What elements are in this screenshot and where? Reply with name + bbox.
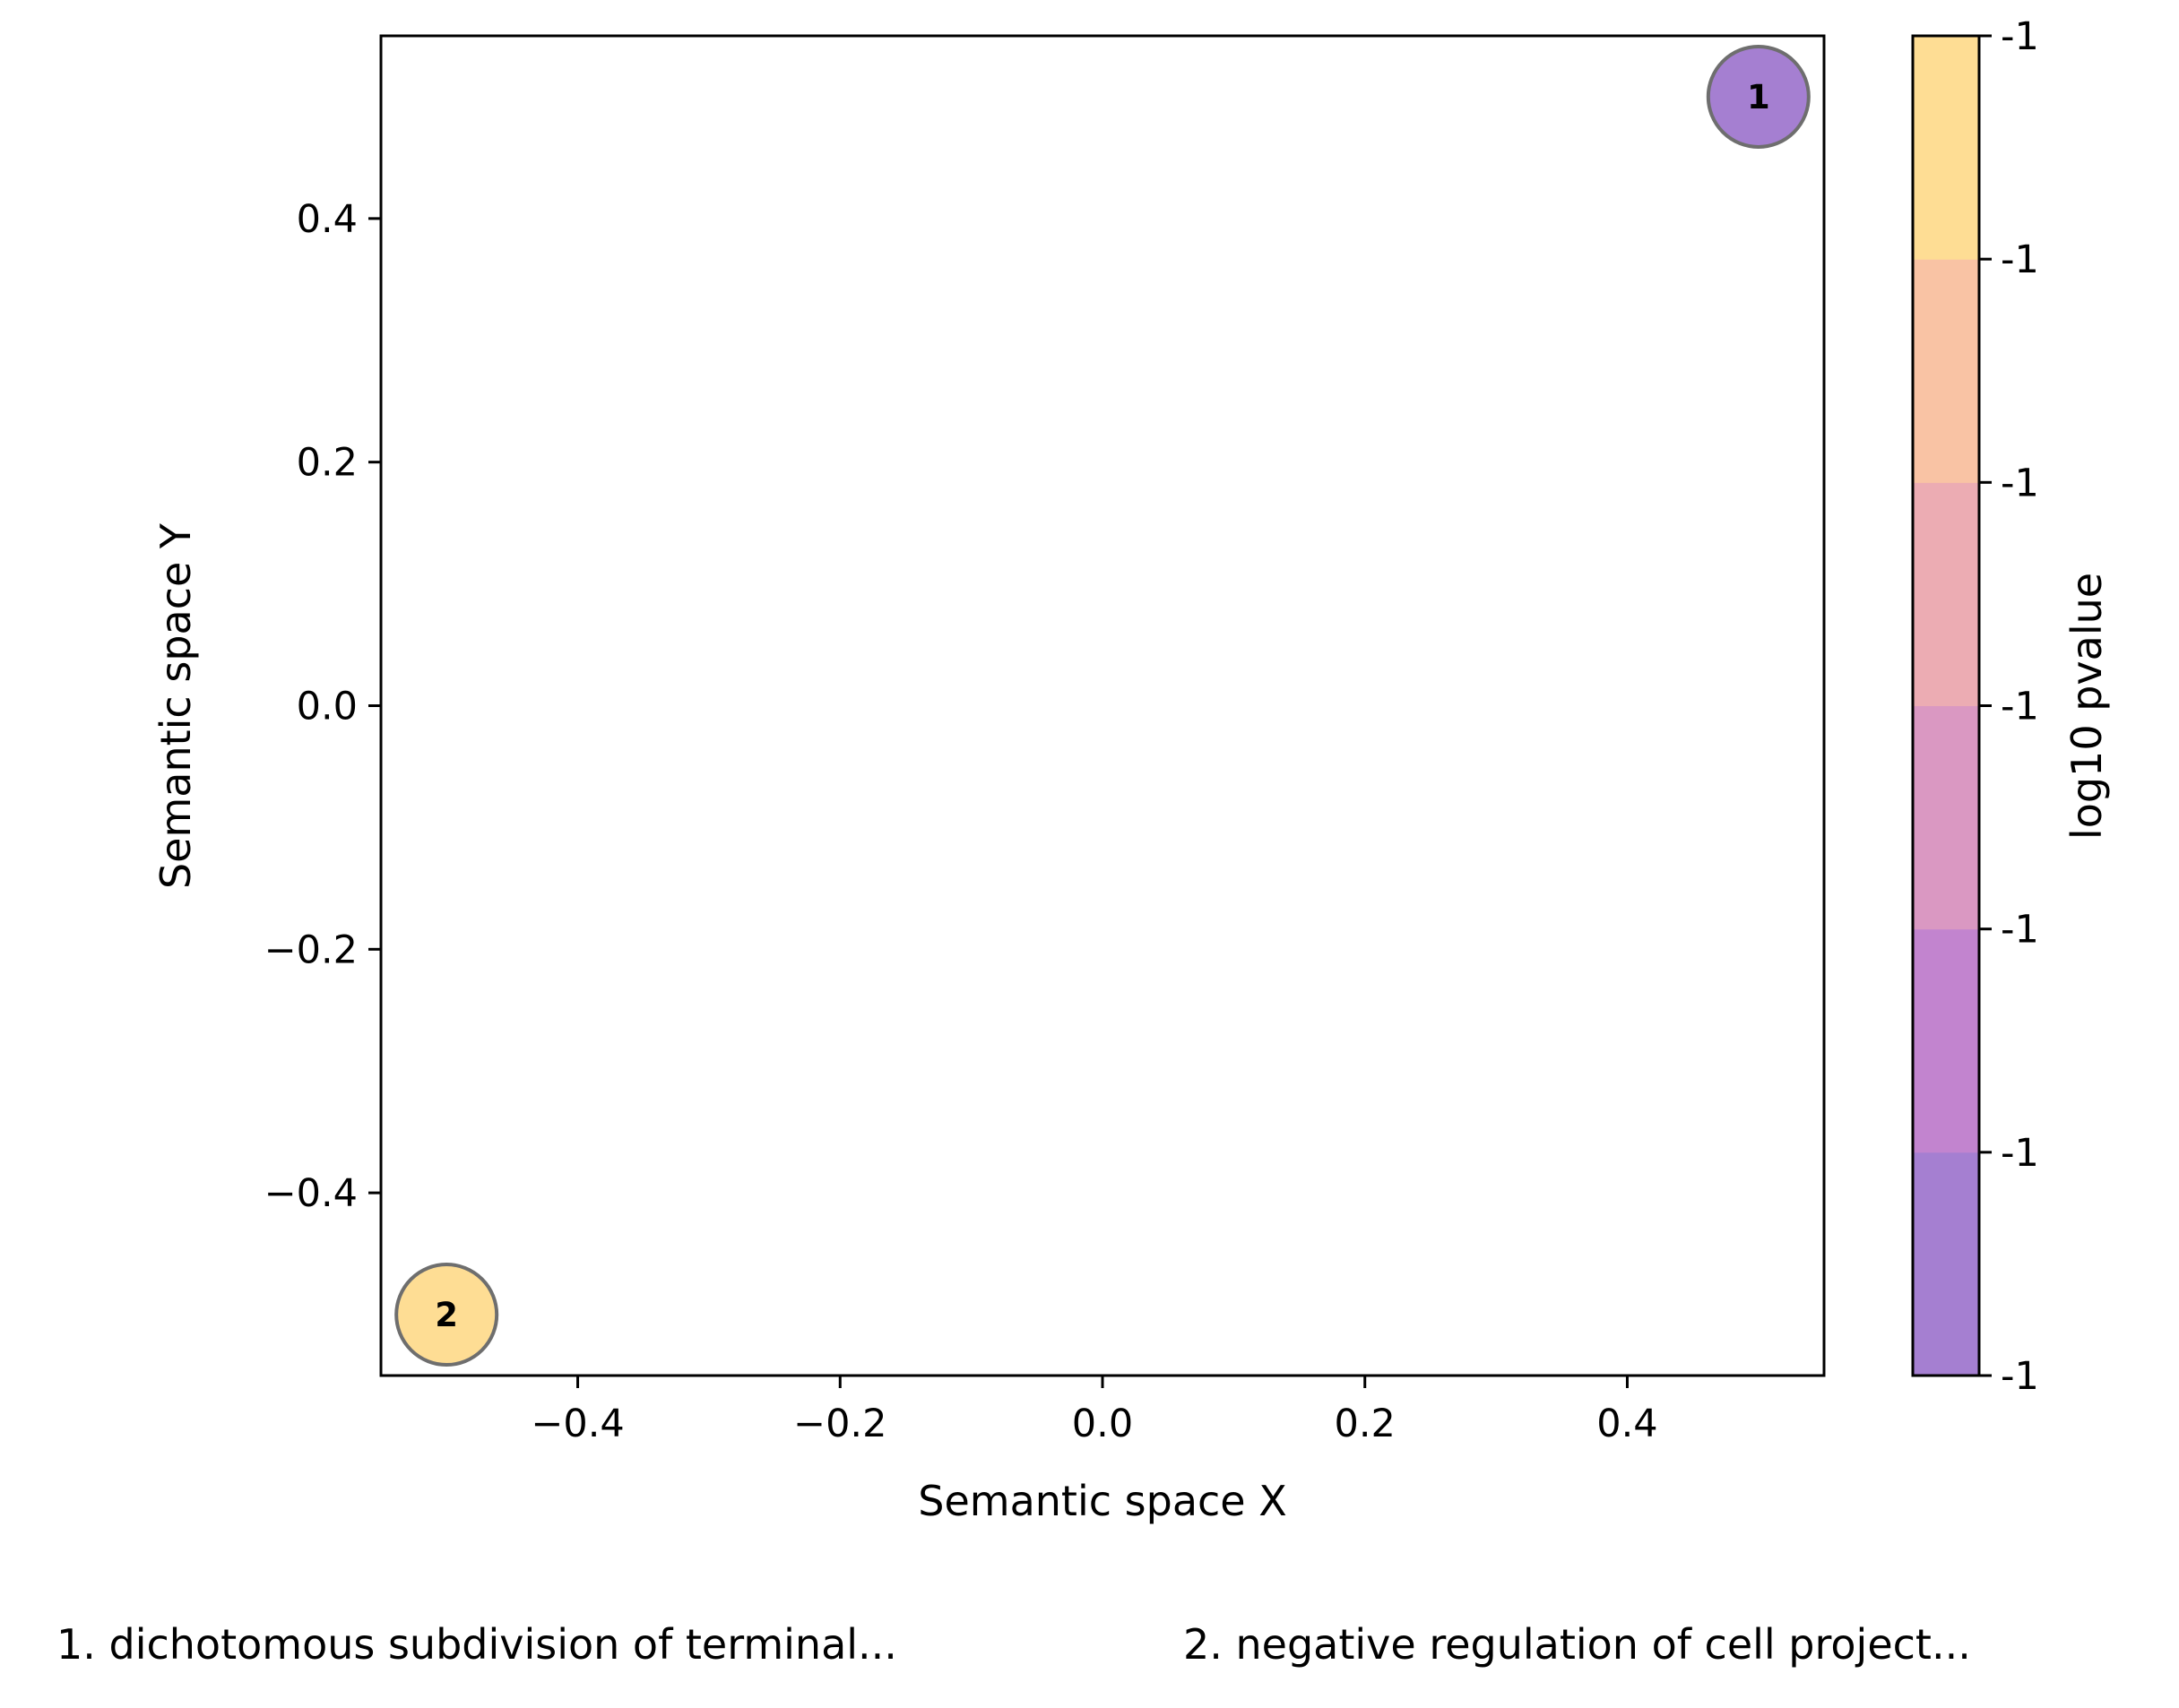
colorbar-tick-label: -1 [2001,1354,2039,1399]
y-tick-label: 0.2 [297,441,358,486]
colorbar-segment [1913,482,1979,706]
plot-area [379,34,1826,1377]
colorbar-label: log10 pvalue [2062,573,2111,840]
colorbar-tick-label: -1 [2001,908,2039,953]
colorbar-tick-label: -1 [2001,1131,2039,1176]
y-axis: −0.4 −0.2 0.0 0.2 0.4 [264,197,381,1216]
colorbar-tick-label: -1 [2001,461,2039,505]
colorbar-segment [1913,36,1979,260]
x-tick-label: 0.0 [1072,1402,1133,1446]
y-tick-label: 0.0 [297,685,358,729]
colorbar-segment [1913,928,1979,1153]
x-axis: −0.4 −0.2 0.0 0.2 0.4 [531,1376,1658,1446]
y-tick-label: −0.4 [264,1171,358,1216]
x-tick-label: 0.2 [1335,1402,1396,1446]
y-tick-label: −0.2 [264,927,358,972]
plot-frame [379,34,1826,1377]
y-tick-label: 0.4 [297,197,358,242]
data-point-marker-2 [394,1263,499,1367]
x-tick-label: −0.2 [793,1402,886,1446]
colorbar-tick-label: -1 [2001,14,2039,59]
colorbar-segment [1913,1152,1979,1376]
footnote-term-1: 1. dichotomous subdivision of terminal..… [56,1620,897,1669]
data-points: 12 [394,44,1811,1367]
data-point-label-2: 2 [435,1296,458,1334]
colorbar-segment [1913,705,1979,930]
y-axis-label: Semantic space Y [151,522,200,889]
x-axis-label: Semantic space X [918,1477,1286,1525]
colorbar-segment [1913,259,1979,483]
colorbar-tick-label: -1 [2001,237,2039,282]
x-tick-label: 0.4 [1596,1402,1657,1446]
colorbar: -1 -1 -1 -1 -1 -1 -1 [1911,14,2039,1399]
data-point-label-1: 1 [1747,78,1770,116]
colorbar-tick-label: -1 [2001,685,2039,729]
data-point-marker-1 [1706,44,1811,149]
footnote-term-2: 2. negative regulation of cell project..… [1183,1620,1971,1669]
x-tick-label: −0.4 [531,1402,624,1446]
